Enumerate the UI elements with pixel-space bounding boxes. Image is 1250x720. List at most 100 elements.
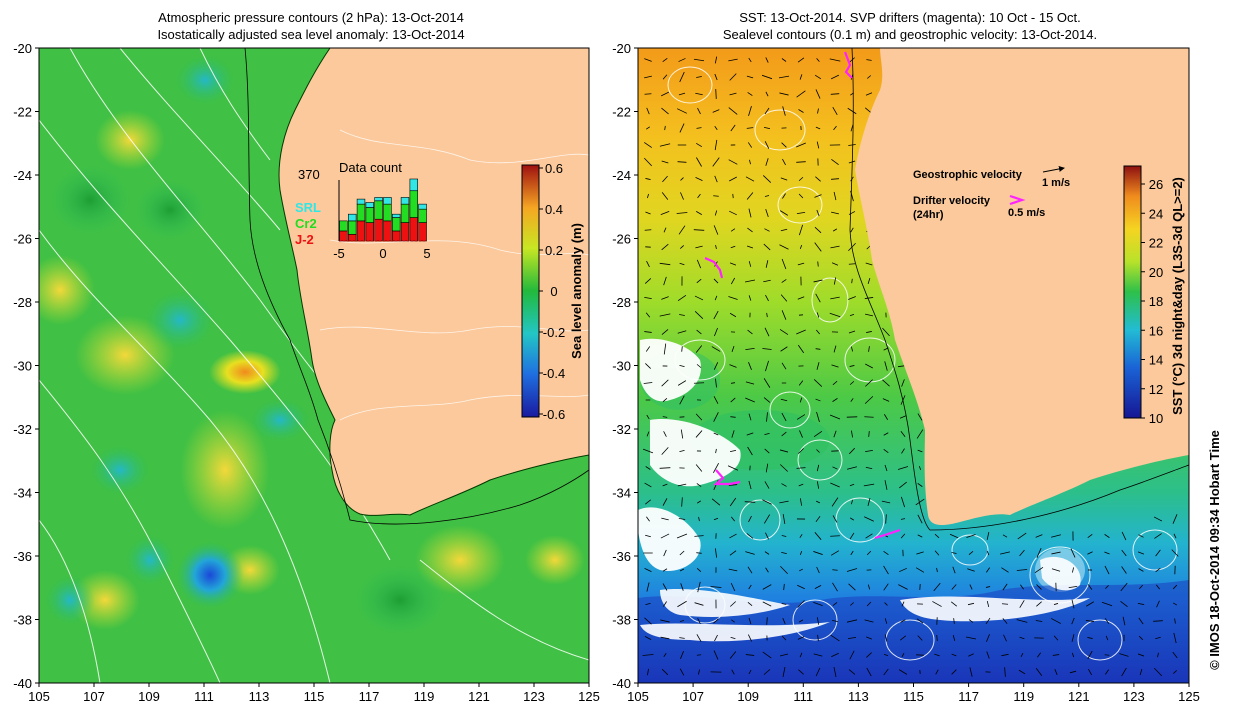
velocity-vector: [764, 195, 770, 197]
velocity-vector: [778, 75, 790, 79]
velocity-vector: [898, 584, 908, 590]
velocity-vector: [846, 568, 858, 572]
velocity-vector: [679, 620, 685, 622]
velocity-vector: [1101, 601, 1113, 607]
inset-legend-srl: SRL: [295, 200, 321, 215]
velocity-vector: [865, 262, 873, 266]
velocity-vector: [833, 430, 837, 438]
velocity-vector: [952, 635, 956, 641]
velocity-vector: [748, 669, 752, 675]
velocity-vector: [797, 584, 805, 590]
velocity-vector: [815, 515, 821, 523]
velocity-vector: [796, 467, 806, 469]
left-y-tick-label: -22: [13, 105, 32, 120]
velocity-vector: [662, 57, 668, 63]
velocity-vector: [711, 346, 721, 352]
velocity-vector: [917, 449, 923, 453]
velocity-vector: [681, 497, 683, 507]
velocity-vector: [781, 412, 787, 422]
velocity-vector: [730, 416, 736, 418]
velocity-vector: [816, 464, 820, 472]
velocity-vector: [781, 362, 787, 370]
velocity-vector: [748, 106, 752, 116]
velocity-vector: [748, 208, 752, 218]
velocity-vector: [1139, 584, 1143, 590]
velocity-vector: [663, 549, 667, 557]
velocity-vector: [764, 228, 770, 232]
velocity-vector: [817, 108, 819, 114]
velocity-vector: [714, 634, 718, 642]
velocity-vector: [729, 449, 737, 453]
velocity-vector: [917, 635, 923, 641]
velocity-vector: [897, 466, 909, 470]
velocity-vector: [796, 161, 806, 163]
velocity-vector: [780, 346, 788, 352]
right-x-tick-label: 123: [1123, 689, 1145, 704]
velocity-vector: [745, 551, 755, 555]
velocity-vector: [694, 311, 704, 319]
inset-bar-cr2: [400, 203, 410, 223]
velocity-vector: [884, 618, 888, 624]
inset-bar-cr2: [374, 200, 383, 220]
velocity-vector: [936, 567, 938, 573]
velocity-vector: [696, 634, 702, 642]
velocity-vector: [730, 228, 736, 232]
inset-bar-srl: [374, 197, 383, 202]
velocity-vector: [933, 582, 941, 592]
velocity-vector: [849, 650, 855, 660]
velocity-vector: [729, 262, 737, 266]
velocity-vector: [645, 363, 651, 369]
sla-colorbar: 0.6 0.4 0.2 0 -0.2 -0.4 -0.6 Sea level anomaly…: [521, 161, 584, 422]
velocity-vector: [762, 601, 772, 607]
geostrophic-scale-label: 1 m/s: [1042, 177, 1070, 189]
sst-bathymetry-contour: [849, 48, 1189, 531]
velocity-vector: [679, 568, 685, 572]
inset-bar-cr2: [356, 203, 366, 222]
velocity-vector: [866, 550, 872, 556]
sst-colorbar-tick-label: 12: [1149, 382, 1163, 397]
right-x-tick-label: 105: [627, 689, 649, 704]
velocity-vector: [764, 514, 770, 524]
velocity-vector: [679, 550, 685, 556]
velocity-vector: [661, 107, 669, 115]
velocity-vector: [883, 583, 889, 591]
velocity-vector: [659, 262, 671, 266]
velocity-vector: [967, 602, 975, 606]
inset-title: Data count: [339, 160, 402, 175]
velocity-legend: Geostrophic velocity 1 m/s Drifter veloc…: [913, 165, 1070, 221]
sst-colorbar-tick-label: 10: [1149, 411, 1163, 426]
velocity-vector: [678, 92, 686, 96]
velocity-vector: [847, 637, 857, 639]
velocity-vector: [916, 551, 924, 555]
velocity-vector: [799, 397, 803, 403]
sla-anomaly-blobs: [39, 55, 585, 635]
velocity-vector: [900, 619, 906, 623]
velocity-vector: [659, 467, 671, 469]
velocity-vector: [1156, 600, 1160, 608]
velocity-vector: [883, 565, 889, 575]
velocity-vector: [968, 550, 974, 556]
velocity-vector: [1120, 582, 1128, 592]
velocity-vector: [695, 430, 703, 438]
velocity-vector: [936, 635, 938, 641]
velocity-vector: [1020, 653, 1024, 657]
velocity-vector: [883, 668, 889, 676]
left-y-tick-label: -26: [13, 232, 32, 247]
velocity-vector: [1001, 603, 1009, 605]
sst-colorbar-ticks: 26 24 22 20 18 16 14 12 10: [1141, 177, 1163, 426]
velocity-vector: [730, 277, 736, 285]
velocity-vector: [677, 380, 687, 386]
velocity-vector: [693, 58, 705, 62]
right-y-tick-label: -22: [612, 105, 631, 120]
velocity-vector: [915, 498, 925, 506]
sst-colorbar-tick-label: 14: [1149, 353, 1163, 368]
velocity-vector: [867, 584, 871, 590]
velocity-vector: [663, 276, 667, 286]
velocity-vector: [782, 514, 786, 524]
right-title-line1: SST: 13-Oct-2014. SVP drifters (magenta)…: [739, 10, 1081, 25]
velocity-vector: [730, 245, 736, 249]
velocity-vector: [1016, 619, 1028, 623]
velocity-vector: [799, 568, 803, 572]
velocity-vector: [1105, 635, 1109, 641]
